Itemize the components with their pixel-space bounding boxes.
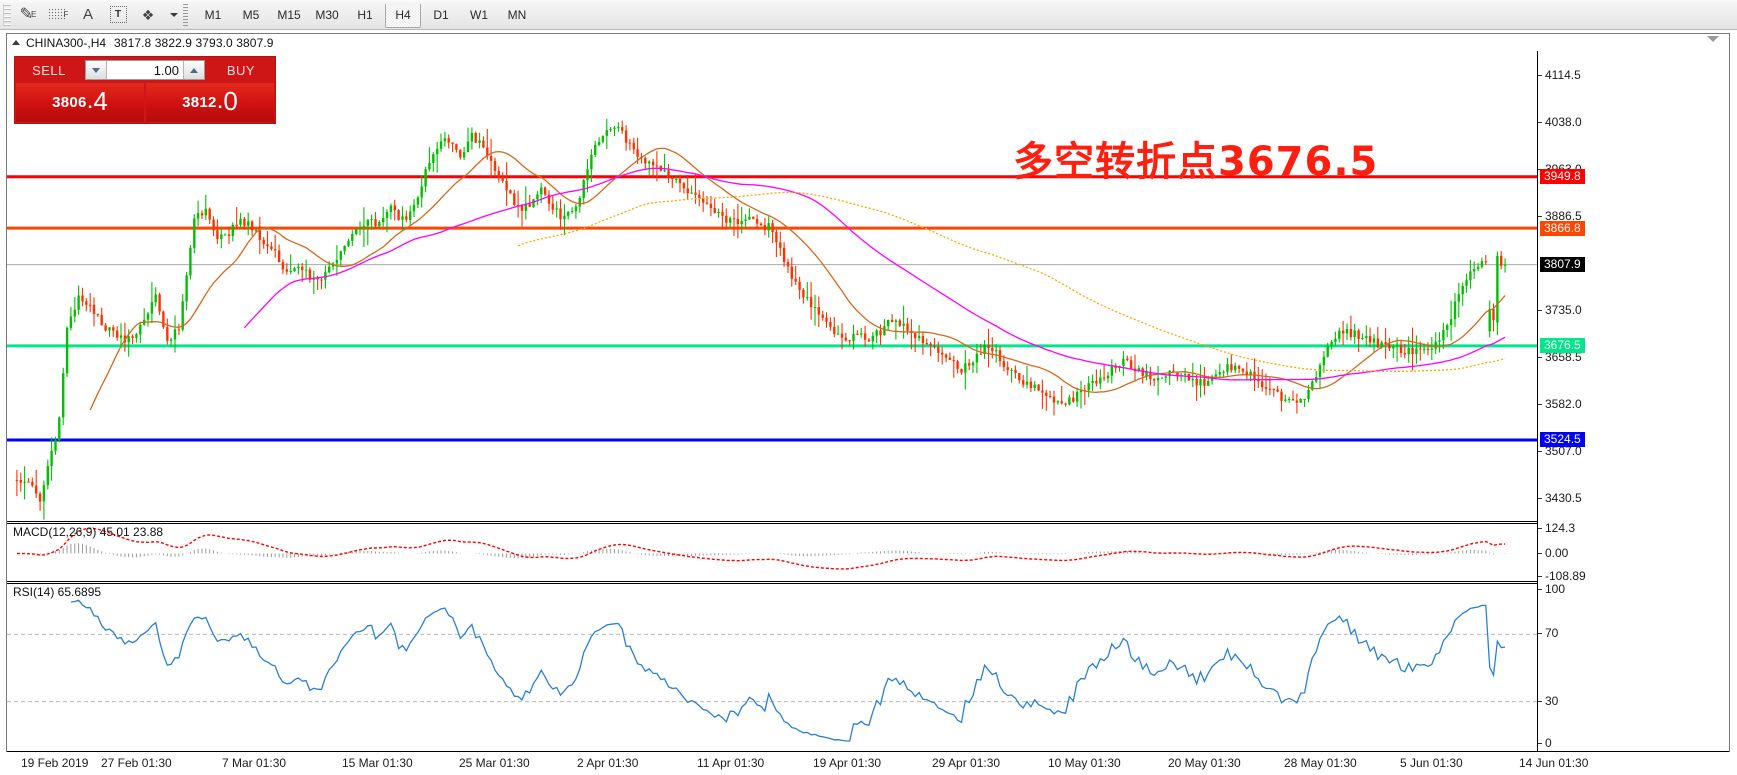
price-tag-horizontal-line-blue[interactable]: 3524.5 <box>1540 432 1585 448</box>
rsi-line <box>70 599 1506 742</box>
sell-price-integer: 3806 <box>52 94 87 111</box>
rsi-pane[interactable] <box>7 583 1537 751</box>
price-tick-3658.5: 3658.5 <box>1538 350 1582 364</box>
rsi-tick-100: 100 <box>1538 582 1565 596</box>
rsi-tick-70: 70 <box>1538 626 1558 640</box>
time-label-8: 29 Apr 01:30 <box>932 756 1001 770</box>
candle-series <box>15 119 1507 520</box>
price-tag-horizontal-line-orange[interactable]: 3866.8 <box>1540 220 1585 236</box>
time-label-1: 27 Feb 01:30 <box>101 756 172 770</box>
buy-button[interactable]: BUY <box>226 62 256 78</box>
price-tick-3430.5: 3430.5 <box>1538 491 1582 505</box>
oct-controls-row: SELL BUY <box>15 57 275 83</box>
price-tick-4038.0: 4038.0 <box>1538 115 1582 129</box>
objects-icon[interactable]: ❖ <box>141 6 155 23</box>
macd-tick-0.00: 0.00 <box>1538 546 1568 560</box>
moving-average-ffa500 <box>517 191 1506 372</box>
time-label-0: 19 Feb 2019 <box>21 756 89 770</box>
macd-tick--108.89: -108.89 <box>1538 569 1586 583</box>
chart-symbol-label: CHINA300-,H4 <box>26 35 107 50</box>
rsi-tick-0: 0 <box>1538 736 1552 750</box>
time-label-7: 19 Apr 01:30 <box>813 756 882 770</box>
timeframe-d1[interactable]: D1 <box>433 7 449 22</box>
macd-tick-124.3: 124.3 <box>1538 521 1575 535</box>
sell-button[interactable]: SELL <box>32 62 66 78</box>
macd-pane[interactable] <box>7 523 1537 582</box>
time-label-4: 25 Mar 01:30 <box>459 756 530 770</box>
price-tick-4114.5: 4114.5 <box>1538 68 1581 82</box>
price-tag-last-price[interactable]: 3807.9 <box>1540 257 1585 273</box>
chart-annotation-text: 多空转折点3676.5 <box>1013 139 1379 185</box>
buy-price-fraction: 0 <box>223 85 238 116</box>
chart-window: CHINA300-,H4 3817.8 3822.9 3793.0 3807.9… <box>6 33 1730 775</box>
price-scale[interactable]: 4114.54038.03963.03886.53735.03658.53582… <box>1537 51 1729 751</box>
time-label-2: 7 Mar 01:30 <box>222 756 287 770</box>
time-label-6: 11 Apr 01:30 <box>697 756 765 770</box>
timeframe-m1[interactable]: M1 <box>204 7 222 22</box>
time-label-9: 10 May 01:30 <box>1048 756 1121 770</box>
sell-price-decimal-point: . <box>87 92 93 112</box>
rsi-chart-svg <box>7 599 1537 742</box>
timeframe-m5[interactable]: M5 <box>242 7 260 22</box>
timeframe-m30[interactable]: M30 <box>315 7 339 22</box>
volume-decrease-icon[interactable] <box>86 61 107 79</box>
macd-histogram <box>20 543 1506 559</box>
time-label-13: 14 Jun 01:30 <box>1519 756 1589 770</box>
macd-indicator-label: MACD(12,26,9) 45.01 23.88 <box>13 525 164 539</box>
chart-expand-icon[interactable] <box>12 40 20 45</box>
timeframe-mn[interactable]: MN <box>507 7 527 22</box>
time-label-11: 28 May 01:30 <box>1284 756 1357 770</box>
buy-price-box[interactable]: 3812 . 0 <box>146 83 274 122</box>
oct-prices-row: 3806 . 4 3812 . 0 <box>15 83 275 123</box>
one-click-trading-panel: SELL BUY 3806 . 4 3812 . 0 <box>14 56 276 124</box>
timeframe-m15[interactable]: M15 <box>277 7 301 22</box>
time-label-10: 20 May 01:30 <box>1168 756 1241 770</box>
time-label-12: 5 Jun 01:30 <box>1400 756 1463 770</box>
moving-average-d2691e <box>89 147 1506 411</box>
time-axis: 19 Feb 2019 27 Feb 01:30 7 Mar 01:30 15 Mar… <box>7 751 1729 775</box>
timeframe-h1[interactable]: H1 <box>357 7 373 22</box>
volume-stepper[interactable] <box>85 60 205 80</box>
chart-collapse-caret-icon[interactable] <box>1707 36 1719 42</box>
time-label-5: 2 Apr 01:30 <box>577 756 639 770</box>
volume-input[interactable] <box>107 61 183 79</box>
sell-price-box[interactable]: 3806 . 4 <box>16 83 144 122</box>
timeframe-w1[interactable]: W1 <box>470 7 488 22</box>
chart-ohlc-values: 3817.8 3822.9 3793.0 3807.9 <box>114 35 274 50</box>
toolbar-drag-handle[interactable] <box>3 3 11 26</box>
templates-icon[interactable]: F <box>44 2 72 28</box>
volume-increase-icon[interactable] <box>183 61 204 79</box>
text-label-icon[interactable]: T <box>104 2 132 28</box>
time-label-3: 15 Mar 01:30 <box>342 756 413 770</box>
price-chart-svg <box>7 119 1537 520</box>
toolbar-section-divider <box>183 3 188 26</box>
text-tool-icon[interactable]: A <box>82 6 93 23</box>
buy-price-decimal-point: . <box>217 92 223 112</box>
buy-price-integer: 3812 <box>182 94 217 111</box>
macd-chart-svg <box>16 527 1506 570</box>
chart-header: CHINA300-,H4 3817.8 3822.9 3793.0 3807.9 <box>7 34 1729 51</box>
price-tick-3582.0: 3582.0 <box>1538 397 1582 411</box>
timeframe-h4[interactable]: H4 <box>385 1 421 28</box>
price-tick-3886.5: 3886.5 <box>1538 209 1582 223</box>
rsi-tick-30: 30 <box>1538 694 1558 708</box>
indicators-icon[interactable]: ✎ E <box>19 5 37 23</box>
objects-dropdown-caret-icon[interactable] <box>164 2 180 28</box>
price-tag-horizontal-line-green[interactable]: 3676.5 <box>1540 338 1585 354</box>
main-toolbar: ✎ E F A T ❖ M1 M5 M15 M30 H1 H4 D1 W1 MN <box>0 0 1737 30</box>
price-tick-3735.0: 3735.0 <box>1538 303 1582 317</box>
moving-average-ff00ff <box>243 167 1506 381</box>
macd-signal-line <box>16 527 1506 570</box>
price-pane[interactable] <box>7 51 1537 522</box>
price-tag-horizontal-line-red[interactable]: 3949.8 <box>1540 169 1585 185</box>
sell-price-fraction: 4 <box>93 85 108 116</box>
rsi-indicator-label: RSI(14) 65.6895 <box>13 585 102 599</box>
